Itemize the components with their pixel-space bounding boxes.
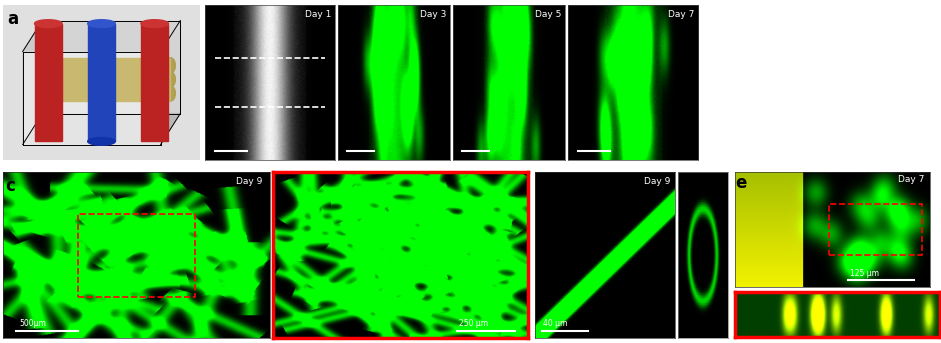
Polygon shape: [53, 58, 170, 73]
Polygon shape: [47, 58, 57, 73]
Polygon shape: [166, 72, 175, 87]
Polygon shape: [88, 138, 116, 145]
Text: Day 7: Day 7: [668, 10, 694, 19]
Polygon shape: [166, 86, 175, 101]
Polygon shape: [42, 21, 181, 114]
Bar: [78, 213, 195, 296]
Text: b: b: [205, 7, 216, 25]
Text: Day 5: Day 5: [535, 10, 562, 19]
Polygon shape: [53, 72, 170, 87]
Polygon shape: [47, 72, 57, 87]
Polygon shape: [35, 20, 62, 27]
Text: 40 μm: 40 μm: [543, 319, 567, 328]
Text: d: d: [535, 174, 547, 192]
Text: Day 3: Day 3: [421, 10, 447, 19]
Polygon shape: [23, 51, 161, 144]
Polygon shape: [53, 86, 170, 101]
Bar: [829, 204, 922, 255]
Polygon shape: [141, 20, 168, 27]
Text: Day 1: Day 1: [305, 10, 331, 19]
Text: Day 9: Day 9: [235, 177, 262, 186]
Text: Day 9: Day 9: [645, 177, 671, 186]
Polygon shape: [35, 24, 62, 141]
Text: 125 μm: 125 μm: [850, 269, 879, 277]
Text: a: a: [7, 10, 18, 28]
Polygon shape: [141, 24, 168, 141]
Text: Day 7: Day 7: [898, 176, 924, 185]
Text: 250 μm: 250 μm: [459, 319, 488, 328]
Polygon shape: [166, 58, 175, 73]
Polygon shape: [23, 114, 181, 144]
Polygon shape: [88, 20, 116, 27]
Polygon shape: [23, 21, 42, 144]
Polygon shape: [47, 86, 57, 101]
Text: c: c: [6, 177, 16, 195]
Text: e: e: [735, 174, 746, 192]
Polygon shape: [88, 24, 116, 141]
Text: 500μm: 500μm: [19, 319, 46, 328]
